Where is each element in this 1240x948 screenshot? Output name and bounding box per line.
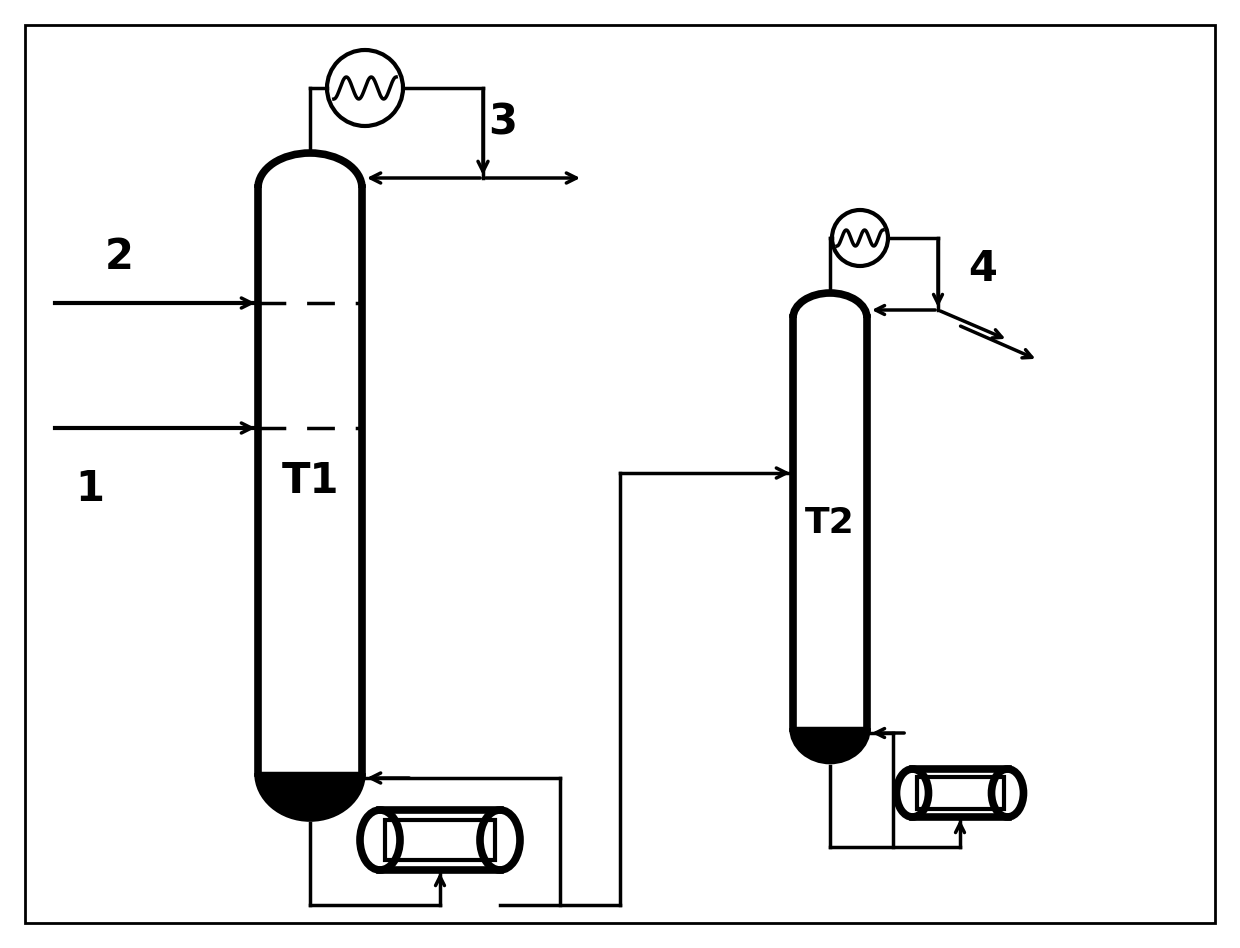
Text: 4: 4 (968, 248, 997, 290)
Polygon shape (258, 773, 362, 818)
Text: 2: 2 (105, 236, 134, 278)
Bar (384, 820, 495, 860)
Text: T1: T1 (281, 460, 339, 501)
Polygon shape (794, 728, 867, 760)
Bar (916, 777, 1003, 809)
Text: 3: 3 (489, 101, 517, 143)
Text: T2: T2 (805, 506, 854, 540)
Text: 1: 1 (74, 468, 104, 510)
